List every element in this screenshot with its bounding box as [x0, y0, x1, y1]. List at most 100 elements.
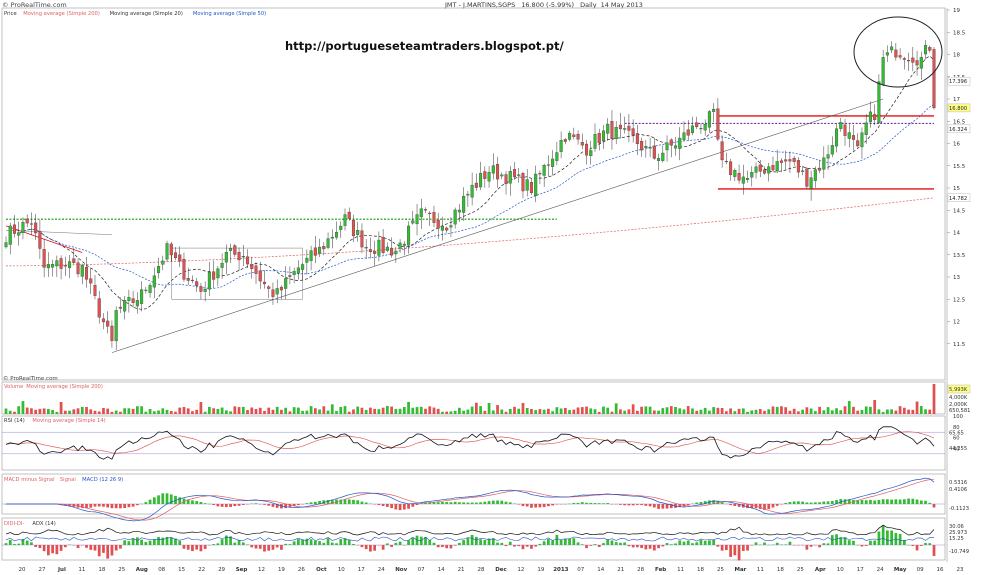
- candle-down: [504, 174, 508, 185]
- macd-histogram-bar: [254, 503, 258, 504]
- macd-histogram-bar: [500, 500, 504, 504]
- macd-histogram-bar: [902, 499, 906, 504]
- di-histogram-bar: [89, 545, 93, 550]
- x-axis-label: 07: [418, 567, 425, 573]
- candle-down: [29, 223, 33, 225]
- volume-bar: [428, 406, 432, 414]
- volume-bar: [165, 409, 169, 414]
- di-histogram-bar: [263, 545, 266, 552]
- candle-down: [729, 161, 733, 176]
- volume-bar: [699, 409, 703, 414]
- last-price-text: 16.800 (-5.99%): [521, 1, 574, 9]
- di-histogram-bar: [441, 545, 444, 548]
- volume-bar: [224, 410, 228, 414]
- x-axis-label: 18: [697, 567, 704, 573]
- macd-histogram-bar: [436, 502, 440, 504]
- volume-bar: [826, 407, 830, 414]
- candle-up: [305, 257, 309, 263]
- volume-bar: [627, 409, 631, 414]
- di-histogram-bar: [898, 534, 902, 545]
- volume-label-box: [947, 384, 971, 394]
- adx-value-label: -10.749: [949, 549, 969, 555]
- candle-up: [356, 230, 360, 235]
- price-label-box: [947, 124, 971, 134]
- di-histogram-bar: [648, 545, 652, 549]
- candle-up: [296, 267, 300, 274]
- price-tick-label: 17: [953, 97, 960, 103]
- macd-histogram-bar: [288, 504, 292, 508]
- volume-bar: [157, 410, 160, 414]
- di-histogram-bar: [712, 539, 716, 545]
- macd-histogram-bar: [466, 502, 470, 504]
- volume-bar: [55, 411, 59, 414]
- candle-down: [907, 60, 911, 62]
- candle-down: [381, 237, 385, 253]
- price-tick-label: 11.5: [953, 342, 966, 348]
- candle-down: [432, 212, 436, 223]
- di-histogram-bar: [691, 543, 694, 545]
- candle-up: [334, 232, 339, 238]
- rsi-legend-item: Moving average (Simple 14): [32, 418, 105, 424]
- di-histogram-bar: [318, 541, 321, 545]
- candle-down: [59, 258, 63, 269]
- volume-bar: [500, 409, 504, 414]
- candle-down: [788, 159, 792, 162]
- candle-down: [911, 57, 915, 63]
- macd-histogram-bar: [585, 502, 588, 504]
- candle-up: [326, 238, 330, 248]
- macd-histogram-bar: [377, 504, 381, 506]
- volume-bar: [568, 410, 571, 414]
- macd-histogram-bar: [487, 501, 491, 504]
- volume-bar: [830, 410, 834, 414]
- candle-down: [576, 133, 580, 140]
- di-histogram-bar: [585, 545, 588, 549]
- x-axis-label: 17: [358, 567, 365, 573]
- candle-up: [690, 125, 694, 134]
- macd-histogram-bar: [797, 501, 800, 504]
- di-histogram-bar: [737, 545, 741, 561]
- volume-bar: [809, 408, 813, 414]
- candle-down: [686, 129, 690, 136]
- date-text: 14 May 2013: [601, 1, 643, 9]
- volume-bar: [746, 411, 749, 414]
- x-axis-label: Apr: [815, 567, 826, 573]
- macd-histogram-bar: [826, 501, 830, 504]
- candle-down: [436, 219, 440, 229]
- macd-histogram-bar: [241, 504, 245, 505]
- volume-bar: [135, 406, 139, 414]
- macd-histogram-bar: [737, 504, 741, 507]
- macd-histogram-bar: [623, 504, 627, 506]
- macd-histogram-bar: [864, 500, 868, 504]
- candle-up: [309, 250, 313, 261]
- volume-bar: [703, 407, 707, 414]
- volume-bar: [792, 408, 796, 414]
- candle-down: [928, 47, 932, 51]
- volume-bar: [326, 410, 330, 414]
- di-histogram-bar: [216, 543, 220, 545]
- macd-histogram-bar: [547, 504, 550, 507]
- volume-bar: [178, 407, 182, 414]
- candle-down: [445, 227, 449, 231]
- di-histogram-bar: [530, 545, 533, 549]
- macd-histogram-bar: [631, 504, 635, 506]
- candle-up: [809, 177, 813, 189]
- x-axis-label: Sep: [236, 567, 248, 573]
- macd-histogram-bar: [229, 504, 232, 507]
- di-histogram-bar: [229, 536, 232, 545]
- di-histogram-bar: [106, 545, 110, 559]
- rsi-tick-label: 40: [953, 446, 960, 452]
- macd-legend-item: MACD (12 26 9): [82, 477, 123, 483]
- candle-down: [618, 124, 622, 130]
- di-histogram-bar: [491, 538, 495, 545]
- di-histogram-bar: [30, 542, 33, 545]
- macd-histogram-bar: [191, 500, 194, 504]
- di-histogram-bar: [593, 544, 597, 545]
- volume-bar: [284, 407, 288, 414]
- macd-histogram-bar: [555, 504, 559, 505]
- macd-histogram-bar: [106, 504, 110, 508]
- period-text: Daily: [580, 1, 597, 9]
- di-histogram-bar: [47, 545, 50, 556]
- volume-bar: [364, 409, 368, 414]
- di-histogram-bar: [322, 542, 326, 545]
- x-axis-label: May: [894, 567, 907, 573]
